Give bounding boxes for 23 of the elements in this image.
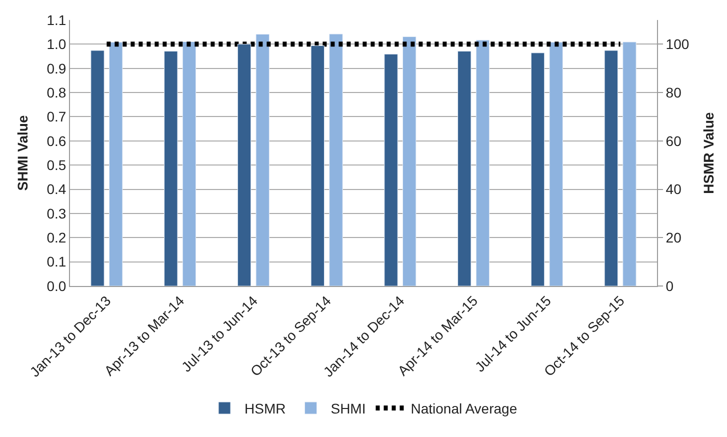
y-tick-label: 0.3: [46, 205, 66, 222]
y-tick-label: 0.0: [46, 278, 66, 294]
y2-tick-label: 60: [666, 132, 682, 149]
y-tick-label: 0.8: [46, 84, 66, 100]
y-tick-label: 0.9: [46, 60, 66, 76]
y-axis-title: SHMI Value: [14, 115, 30, 191]
y2-tick-label: 40: [666, 181, 682, 198]
y-tick-label: 0.6: [46, 132, 66, 149]
y2-tick-label: 20: [666, 230, 682, 246]
y-tick-label: 0.1: [46, 254, 66, 270]
y2-tick-label: 80: [666, 84, 682, 100]
y-tick-label: 0.4: [46, 181, 66, 198]
legend-label: SHMI: [330, 400, 366, 416]
y2-tick-label: 100: [666, 36, 690, 52]
y2-axis-title: HSMR Value: [700, 112, 717, 194]
y-tick-label: 1.1: [46, 12, 66, 28]
y-tick-label: 0.7: [46, 108, 66, 125]
y-tick-label: 1.0: [46, 36, 66, 52]
y-tick-label: 0.5: [46, 156, 66, 173]
legend-label: National Average: [410, 400, 518, 416]
y2-tick-label: 0: [666, 278, 674, 294]
legend-label: HSMR: [244, 400, 286, 416]
y-tick-label: 0.2: [46, 230, 66, 246]
